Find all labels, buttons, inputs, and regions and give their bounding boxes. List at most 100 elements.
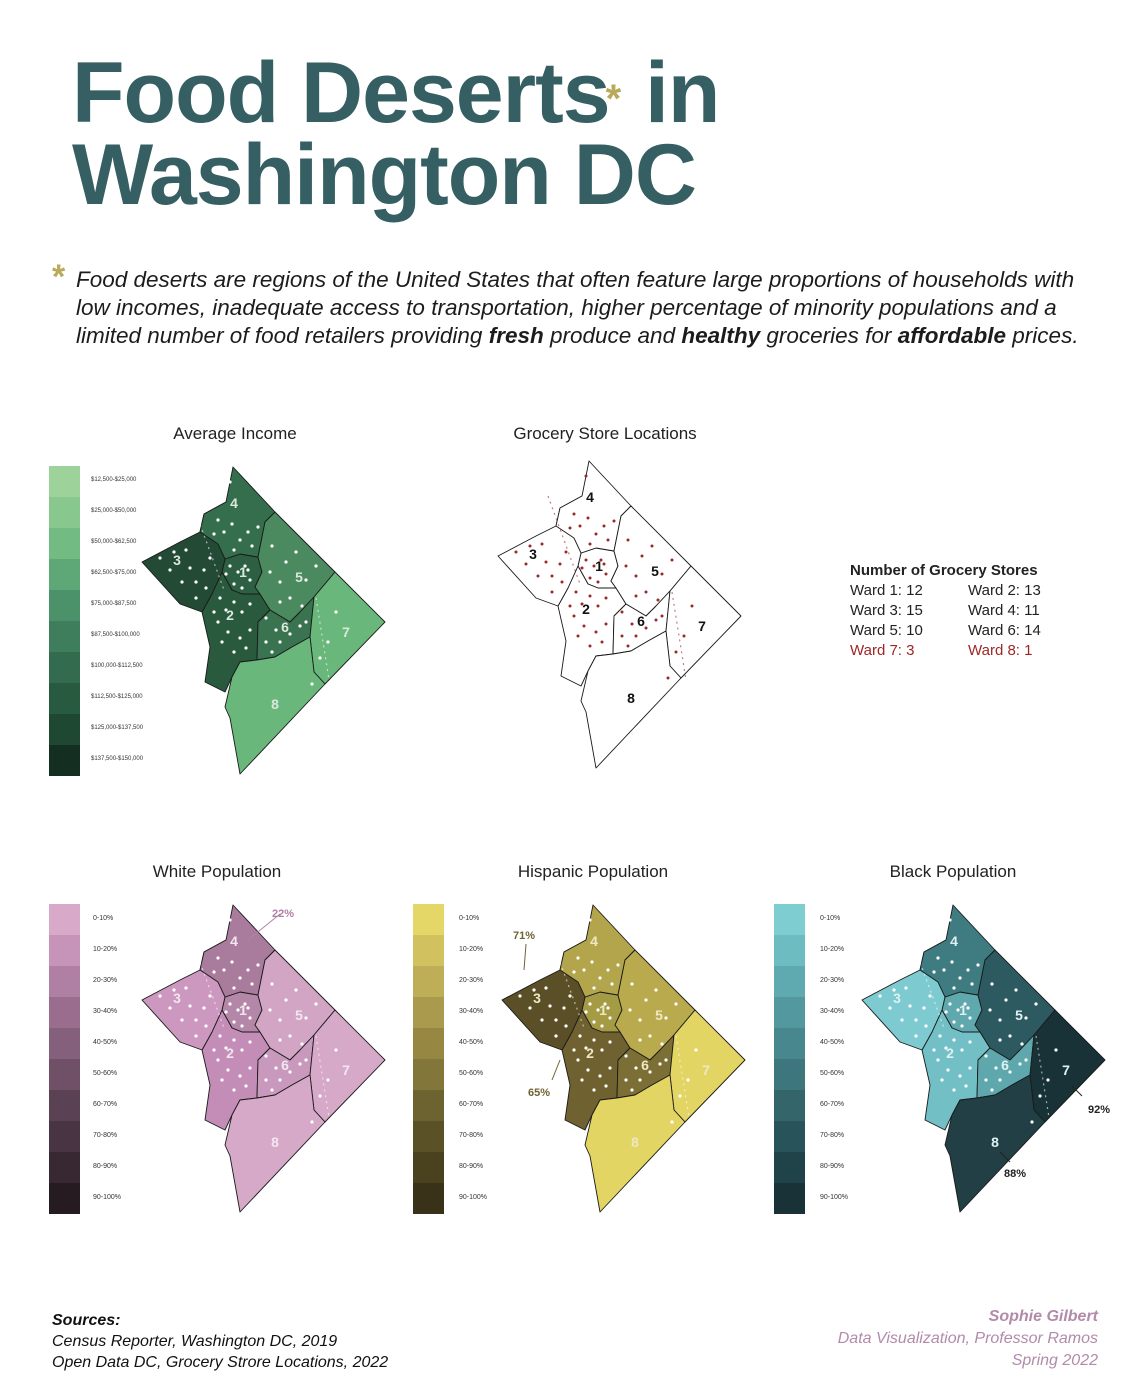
legend-swatch (774, 997, 805, 1028)
ward-2-label: 2 (226, 1045, 234, 1061)
store-point (168, 568, 172, 572)
store-count-ward2: Ward 2: 13 (968, 582, 1041, 599)
store-point (580, 1078, 584, 1082)
store-point (654, 988, 658, 992)
store-point (608, 1066, 612, 1070)
store-point (238, 636, 242, 640)
ward-8-label: 8 (271, 696, 279, 712)
store-point (966, 1006, 970, 1010)
store-point (274, 1066, 278, 1070)
store-point (588, 918, 592, 922)
legend-label: 40-50% (820, 1039, 845, 1046)
store-point (212, 970, 216, 974)
store-point (576, 1058, 580, 1062)
legend-swatch (774, 1121, 805, 1152)
store-point (218, 596, 222, 600)
legend-swatch (413, 1090, 444, 1121)
store-point (564, 550, 568, 554)
store-point (218, 1034, 222, 1038)
store-point (582, 624, 586, 628)
ward-8-region (224, 1074, 326, 1213)
store-point (1034, 1002, 1038, 1006)
store-point (600, 1048, 604, 1052)
store-point (1014, 988, 1018, 992)
store-point (334, 1048, 338, 1052)
legend-label: 30-40% (820, 1008, 845, 1015)
ward-1-label: 1 (599, 1002, 607, 1018)
store-point (264, 1078, 268, 1082)
legend-swatch (774, 1059, 805, 1090)
store-point (264, 640, 268, 644)
store-point (222, 968, 226, 972)
store-point (184, 986, 188, 990)
title-asterisk: * (605, 77, 622, 121)
store-point (976, 963, 980, 967)
store-point (264, 616, 268, 620)
legend-label: 40-50% (459, 1039, 484, 1046)
legend-swatch (49, 1121, 80, 1152)
store-point (268, 570, 272, 574)
legend-label: 60-70% (459, 1101, 484, 1108)
store-point (638, 1078, 642, 1082)
store-point (608, 1040, 612, 1044)
grocery-map-title: Grocery Store Locations (513, 424, 697, 443)
store-point (984, 1054, 988, 1058)
store-point (630, 982, 634, 986)
store-point (670, 1120, 674, 1124)
store-point (578, 1034, 582, 1038)
legend-swatch (49, 1183, 80, 1214)
store-count-ward6: Ward 6: 14 (968, 622, 1041, 639)
legend-label: 90-100% (820, 1194, 849, 1201)
store-point (594, 630, 598, 634)
store-point (528, 1006, 532, 1010)
store-point (318, 656, 322, 660)
store-point (888, 1006, 892, 1010)
legend-label: 50-60% (459, 1070, 484, 1077)
legend-swatch (49, 1152, 80, 1183)
store-point (640, 554, 644, 558)
store-point (236, 1008, 240, 1012)
store-point (232, 548, 236, 552)
store-point (288, 1034, 292, 1038)
store-point (634, 574, 638, 578)
store-point (194, 1018, 198, 1022)
store-point (990, 982, 994, 986)
store-point (634, 634, 638, 638)
store-point (514, 550, 518, 554)
black-ward7-callout: 92% (1088, 1104, 1111, 1116)
store-point (952, 1038, 956, 1042)
legend-swatch (413, 1152, 444, 1183)
store-point (236, 570, 240, 574)
store-point (240, 586, 244, 590)
store-point (610, 982, 614, 986)
store-point (540, 542, 544, 546)
store-point (604, 572, 608, 576)
store-point (240, 1048, 244, 1052)
legend-swatch (413, 1121, 444, 1152)
store-point (220, 1078, 224, 1082)
store-point (202, 1006, 206, 1010)
store-point (268, 1008, 272, 1012)
store-point (232, 650, 236, 654)
store-point (968, 1016, 972, 1020)
legend-swatch (49, 497, 80, 528)
store-point (588, 542, 592, 546)
store-point (602, 524, 606, 528)
legend-label: 20-30% (93, 977, 118, 984)
store-point (948, 918, 952, 922)
ward-6-label: 6 (281, 1057, 289, 1073)
store-point (936, 1058, 940, 1062)
store-point (270, 650, 274, 654)
legend-swatch (413, 1183, 444, 1214)
store-point (568, 994, 572, 998)
store-point (274, 628, 278, 632)
store-point (222, 530, 226, 534)
store-point (604, 622, 608, 626)
ward-3-label: 3 (533, 990, 541, 1006)
store-point (648, 1070, 652, 1074)
store-point (550, 590, 554, 594)
store-point (232, 582, 236, 586)
store-point (588, 1002, 592, 1006)
grocery-store-counts: Number of Grocery Stores Ward 1: 12 Ward … (850, 562, 1086, 661)
store-point (584, 1046, 588, 1050)
